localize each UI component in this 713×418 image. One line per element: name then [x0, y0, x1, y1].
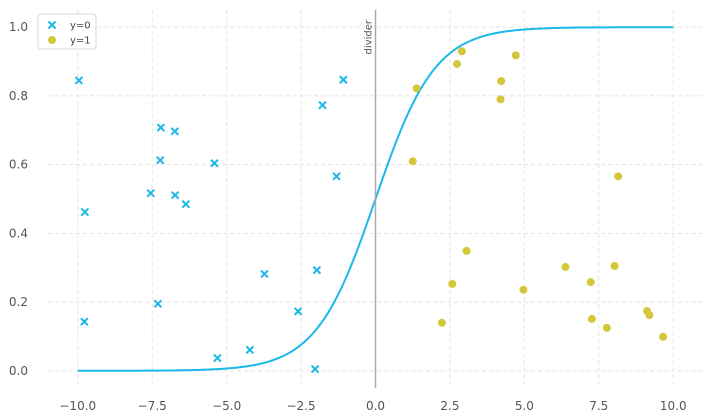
- x-tick-label: 5.0: [515, 399, 534, 413]
- point-y0-stroke: [181, 199, 191, 209]
- point-y0-stroke: [312, 265, 322, 275]
- point-y0: [318, 100, 327, 110]
- point-y0: [156, 155, 165, 165]
- y-tick-label: 0.0: [9, 364, 28, 378]
- point-y0: [210, 159, 219, 168]
- point-y0-stroke: [213, 353, 222, 363]
- point-y0-stroke: [80, 207, 90, 217]
- point-y1: [408, 157, 417, 166]
- point-y0: [293, 307, 303, 316]
- point-y0-stroke: [210, 159, 219, 168]
- point-y1: [437, 318, 446, 327]
- point-y0-stroke: [146, 188, 155, 198]
- point-y1: [645, 311, 654, 320]
- points-layer: [74, 47, 668, 374]
- point-y1: [497, 77, 506, 86]
- point-y1: [457, 47, 466, 56]
- point-y0-stroke: [153, 299, 163, 309]
- legend-marker-y0: [47, 20, 57, 30]
- point-y0: [181, 199, 191, 209]
- point-y0-stroke: [156, 155, 165, 165]
- divider-layer: divider: [364, 10, 377, 388]
- point-y1: [453, 59, 462, 68]
- point-y0: [260, 269, 269, 279]
- point-y1: [602, 323, 611, 332]
- point-y0: [245, 345, 255, 355]
- point-y0: [312, 265, 322, 275]
- point-y0-stroke: [245, 345, 255, 355]
- x-tick-label: 7.5: [589, 399, 608, 413]
- x-tick-label: −7.5: [138, 399, 167, 413]
- point-y1: [587, 314, 596, 323]
- x-tick-label: 0.0: [366, 399, 385, 413]
- point-y0-stroke: [293, 307, 303, 316]
- point-y0-stroke: [310, 364, 320, 374]
- point-y0-stroke: [170, 191, 180, 200]
- y-tick-label: 0.8: [9, 89, 28, 103]
- legend-marker-y1: [48, 36, 56, 44]
- point-y0: [332, 172, 341, 181]
- point-y0-stroke: [170, 127, 180, 136]
- point-y0-stroke: [318, 100, 327, 110]
- point-y0: [74, 76, 84, 85]
- point-y0: [213, 353, 222, 363]
- y-tick-label: 1.0: [9, 20, 28, 34]
- point-y0-stroke: [260, 269, 269, 279]
- point-y1: [496, 95, 505, 104]
- point-y0: [80, 317, 89, 326]
- x-tick-label: −10.0: [59, 399, 96, 413]
- legend-label: y=0: [70, 21, 91, 32]
- point-y1: [462, 246, 471, 255]
- point-y0: [156, 123, 166, 132]
- point-y1: [561, 263, 570, 272]
- point-y1: [659, 332, 668, 341]
- point-y1: [412, 84, 421, 93]
- legend-label: y=1: [70, 36, 91, 47]
- y-tick-label: 0.6: [9, 158, 28, 172]
- point-y1: [511, 51, 520, 60]
- point-y0: [170, 127, 180, 136]
- point-y0: [170, 191, 180, 200]
- point-y0: [310, 364, 320, 374]
- point-y0-stroke: [80, 317, 89, 326]
- y-tick-label: 0.2: [9, 295, 28, 309]
- y-tick-label: 0.4: [9, 226, 28, 240]
- point-y0: [146, 188, 155, 198]
- point-y1: [519, 285, 528, 294]
- point-y1: [586, 278, 595, 287]
- point-y1: [614, 172, 623, 181]
- point-y0: [339, 75, 348, 84]
- point-y0-stroke: [332, 172, 341, 181]
- point-y0-stroke: [339, 75, 348, 84]
- x-tick-label: 2.5: [440, 399, 459, 413]
- x-tick-label: −2.5: [286, 399, 315, 413]
- point-y0-stroke: [156, 123, 166, 132]
- point-y0: [80, 207, 90, 217]
- point-y0: [153, 299, 163, 309]
- divider-label: divider: [364, 19, 375, 54]
- x-tick-label: −5.0: [212, 399, 241, 413]
- x-tick-label: 10.0: [660, 399, 687, 413]
- point-y1: [448, 279, 457, 288]
- axis-labels: −10.0 −7.5 −5.0 −2.5 0.0 2.5 5.0 7.5 10.0 0.0 0.2 0…: [9, 20, 687, 413]
- legend: y=0y=1: [37, 13, 97, 50]
- point-y1: [610, 262, 619, 271]
- point-y0-stroke: [74, 76, 84, 85]
